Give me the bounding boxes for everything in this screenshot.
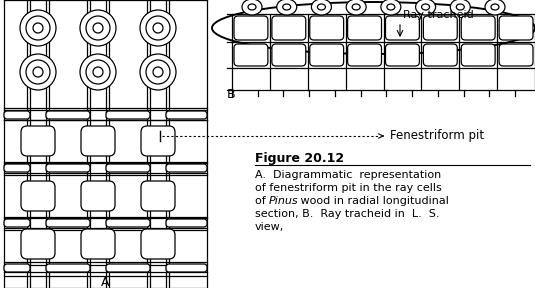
- Ellipse shape: [450, 0, 470, 15]
- Ellipse shape: [381, 0, 401, 15]
- Text: of fenestriform pit in the ray cells: of fenestriform pit in the ray cells: [255, 183, 442, 193]
- FancyBboxPatch shape: [461, 16, 495, 40]
- Ellipse shape: [33, 23, 43, 33]
- FancyBboxPatch shape: [423, 44, 457, 66]
- Ellipse shape: [26, 16, 50, 40]
- Ellipse shape: [352, 4, 360, 10]
- Text: section, B.  Ray tracheid in  L.  S.: section, B. Ray tracheid in L. S.: [255, 209, 439, 219]
- FancyBboxPatch shape: [4, 264, 30, 272]
- Ellipse shape: [491, 4, 499, 10]
- FancyBboxPatch shape: [106, 111, 150, 119]
- FancyBboxPatch shape: [272, 16, 305, 40]
- Ellipse shape: [26, 60, 50, 84]
- Ellipse shape: [146, 16, 170, 40]
- FancyBboxPatch shape: [46, 111, 90, 119]
- FancyBboxPatch shape: [499, 44, 533, 66]
- Ellipse shape: [282, 4, 291, 10]
- Ellipse shape: [153, 67, 163, 77]
- FancyBboxPatch shape: [166, 164, 207, 172]
- Ellipse shape: [80, 10, 116, 46]
- Text: A.  Diagrammatic  representation: A. Diagrammatic representation: [255, 170, 441, 180]
- Ellipse shape: [242, 0, 262, 15]
- Ellipse shape: [146, 60, 170, 84]
- FancyBboxPatch shape: [81, 126, 115, 156]
- FancyBboxPatch shape: [234, 44, 268, 66]
- FancyBboxPatch shape: [141, 229, 175, 259]
- FancyBboxPatch shape: [386, 16, 419, 40]
- FancyBboxPatch shape: [310, 44, 343, 66]
- Ellipse shape: [153, 23, 163, 33]
- Ellipse shape: [456, 4, 464, 10]
- Ellipse shape: [311, 0, 331, 15]
- Ellipse shape: [387, 4, 395, 10]
- FancyBboxPatch shape: [310, 16, 343, 40]
- Ellipse shape: [86, 60, 110, 84]
- Text: Pinus: Pinus: [269, 196, 299, 206]
- Ellipse shape: [277, 0, 297, 15]
- Ellipse shape: [140, 54, 176, 90]
- Ellipse shape: [86, 16, 110, 40]
- FancyBboxPatch shape: [166, 219, 207, 227]
- Text: B: B: [227, 88, 235, 101]
- FancyBboxPatch shape: [4, 111, 30, 119]
- Text: wood in radial longitudinal: wood in radial longitudinal: [297, 196, 449, 206]
- Ellipse shape: [80, 54, 116, 90]
- Text: view,: view,: [255, 222, 284, 232]
- Ellipse shape: [212, 2, 535, 54]
- FancyBboxPatch shape: [348, 16, 381, 40]
- FancyBboxPatch shape: [46, 219, 90, 227]
- FancyBboxPatch shape: [21, 229, 55, 259]
- FancyBboxPatch shape: [21, 126, 55, 156]
- FancyBboxPatch shape: [234, 16, 268, 40]
- FancyBboxPatch shape: [166, 264, 207, 272]
- FancyBboxPatch shape: [21, 181, 55, 211]
- FancyBboxPatch shape: [4, 219, 30, 227]
- Ellipse shape: [140, 10, 176, 46]
- Ellipse shape: [485, 0, 505, 15]
- FancyBboxPatch shape: [499, 16, 533, 40]
- FancyBboxPatch shape: [141, 181, 175, 211]
- Text: of: of: [255, 196, 269, 206]
- Ellipse shape: [93, 23, 103, 33]
- Ellipse shape: [416, 0, 435, 15]
- Ellipse shape: [317, 4, 325, 10]
- FancyBboxPatch shape: [423, 16, 457, 40]
- Ellipse shape: [248, 4, 256, 10]
- FancyBboxPatch shape: [4, 164, 30, 172]
- Text: Figure 20.12: Figure 20.12: [255, 152, 344, 165]
- FancyBboxPatch shape: [81, 181, 115, 211]
- FancyBboxPatch shape: [106, 164, 150, 172]
- FancyBboxPatch shape: [166, 111, 207, 119]
- FancyBboxPatch shape: [46, 164, 90, 172]
- Ellipse shape: [20, 54, 56, 90]
- FancyBboxPatch shape: [272, 44, 305, 66]
- Ellipse shape: [33, 67, 43, 77]
- FancyBboxPatch shape: [106, 264, 150, 272]
- Ellipse shape: [20, 10, 56, 46]
- FancyBboxPatch shape: [386, 44, 419, 66]
- FancyBboxPatch shape: [106, 219, 150, 227]
- Text: Ray tracheid: Ray tracheid: [403, 10, 474, 20]
- FancyBboxPatch shape: [81, 229, 115, 259]
- Ellipse shape: [422, 4, 430, 10]
- Ellipse shape: [346, 0, 366, 15]
- Text: Fenestriform pit: Fenestriform pit: [390, 130, 484, 143]
- FancyBboxPatch shape: [461, 44, 495, 66]
- FancyBboxPatch shape: [46, 264, 90, 272]
- FancyBboxPatch shape: [141, 126, 175, 156]
- Text: A: A: [101, 276, 109, 288]
- FancyBboxPatch shape: [348, 44, 381, 66]
- Ellipse shape: [93, 67, 103, 77]
